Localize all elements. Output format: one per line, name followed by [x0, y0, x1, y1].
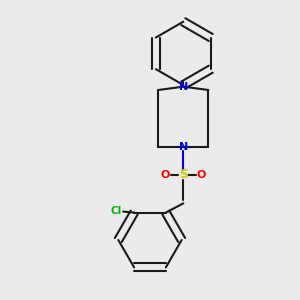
Text: S: S	[179, 169, 188, 182]
Text: N: N	[179, 82, 188, 92]
Text: N: N	[179, 142, 188, 152]
Text: Cl: Cl	[110, 206, 122, 216]
Text: O: O	[160, 170, 170, 180]
Text: O: O	[197, 170, 206, 180]
